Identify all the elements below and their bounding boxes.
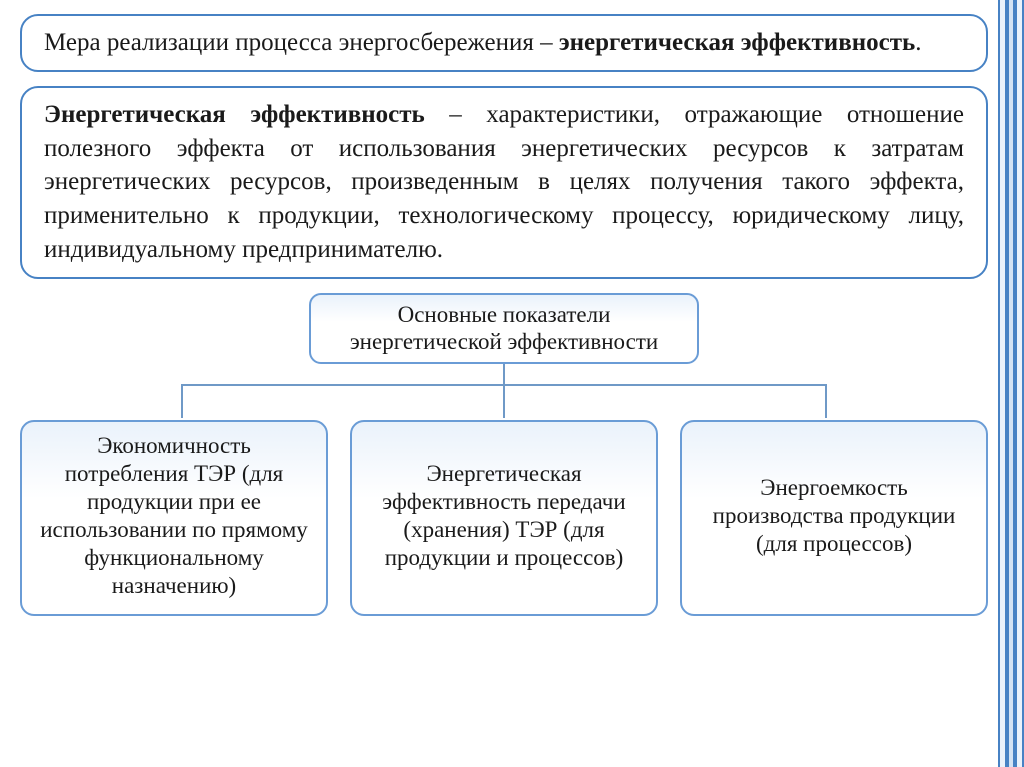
tree-leaf-node: Экономичность потребления ТЭР (для проду… (20, 420, 328, 616)
connector-stem (503, 364, 505, 384)
term-bold: энергетическая эффективность (559, 29, 915, 56)
callout-definition-measure: Мера реализации процесса энергосбережени… (20, 14, 988, 72)
text: Мера реализации процесса энергосбережени… (44, 29, 559, 56)
tree-connectors (20, 364, 988, 420)
callout-definition-efficiency: Энергетическая эффективность – характери… (20, 86, 988, 279)
decorative-rails (998, 0, 1024, 767)
tree-root-node: Основные показатели энергетической эффек… (309, 293, 699, 364)
indicators-tree: Основные показатели энергетической эффек… (20, 293, 988, 616)
text: . (915, 29, 921, 56)
term-bold: Энергетическая эффективность (44, 101, 425, 128)
connector-drop (825, 384, 827, 418)
connector-drop (503, 384, 505, 418)
slide: Мера реализации процесса энергосбережени… (0, 0, 1024, 767)
tree-leaf-node: Энергоемкость производства продукции (дл… (680, 420, 988, 616)
connector-drop (181, 384, 183, 418)
rail-line (1007, 0, 1016, 767)
tree-leaves: Экономичность потребления ТЭР (для проду… (20, 420, 988, 616)
rail-line (998, 0, 1007, 767)
tree-leaf-node: Энергетическая эффективность передачи (х… (350, 420, 658, 616)
rail-line (1015, 0, 1024, 767)
